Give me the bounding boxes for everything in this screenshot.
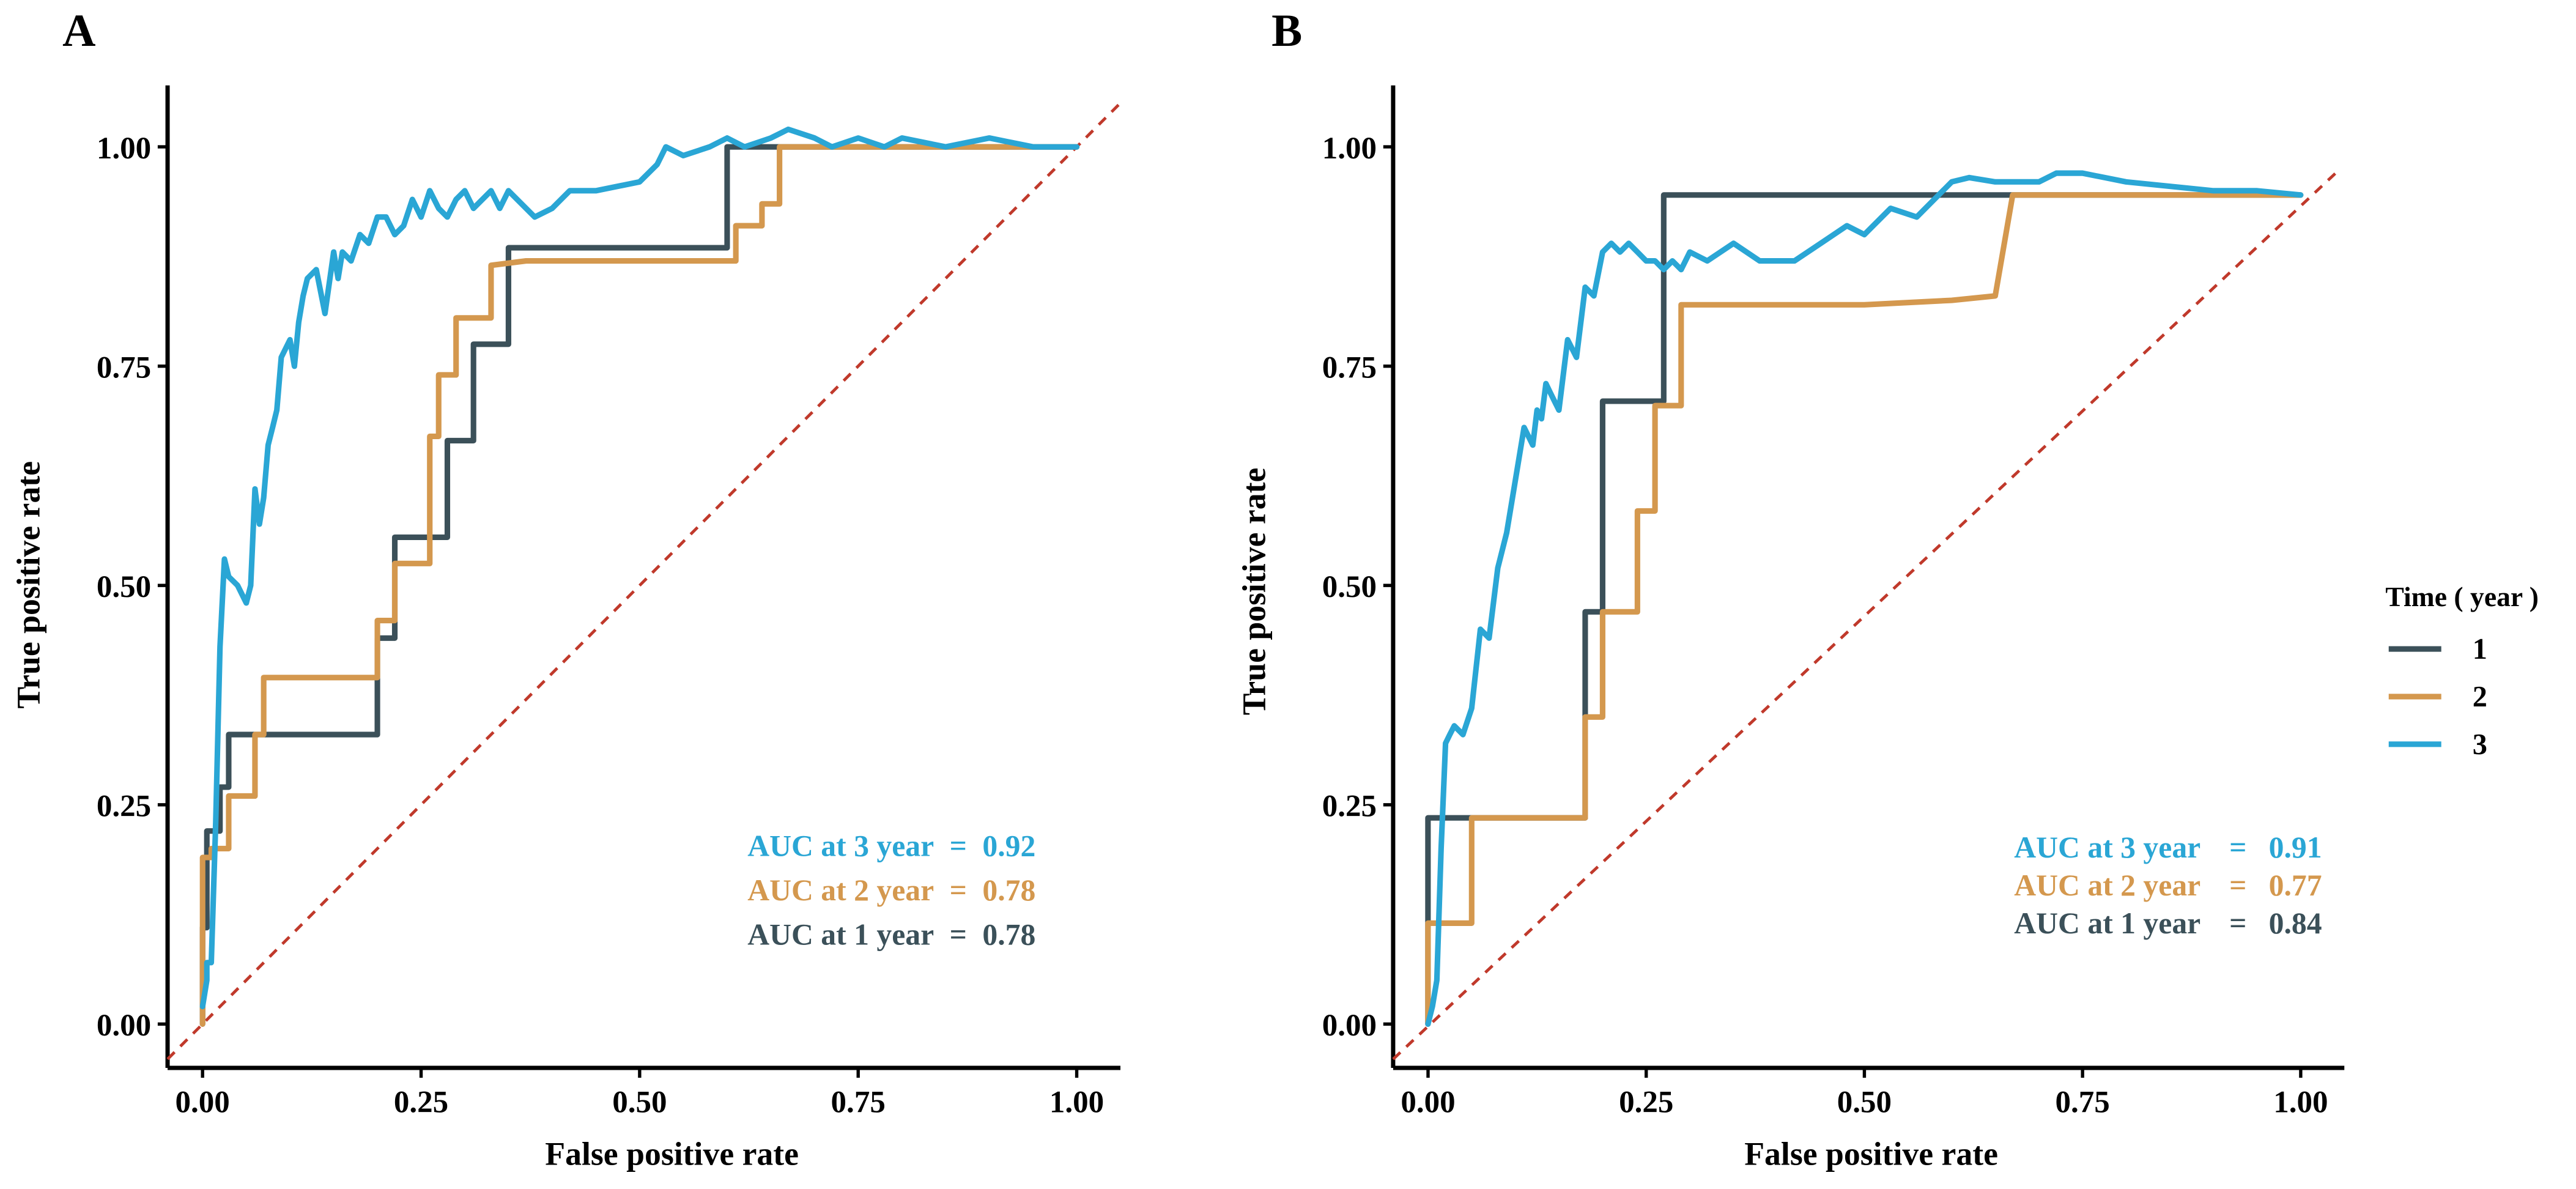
panel-a-roc-curve-year1 <box>199 144 1080 1027</box>
panel-a-y-tick-label: 0.00 <box>97 1009 151 1043</box>
legend-item-1: 1 <box>2388 633 2487 665</box>
panel-b-x-tick-label: 0.50 <box>1837 1086 1892 1120</box>
panel-a-auc-year2-eq: = <box>950 873 967 907</box>
panel-b-auc-year1-prefix: AUC at 1 year <box>2014 906 2200 940</box>
panel-b-y-tick-label: 0.75 <box>1322 350 1377 385</box>
panel-a-roc-curve-year3 <box>199 126 1080 1010</box>
panel-a-auc-year3-eq: = <box>950 829 967 863</box>
panel-b-auc-year2-value: 0.77 <box>2269 869 2322 902</box>
legend-item-3: 3 <box>2388 728 2487 761</box>
panel-b-letter: B <box>1271 6 1302 56</box>
panel-b-auc-year2-prefix: AUC at 2 year <box>2014 869 2200 902</box>
panel-a-auc-year1-value: 0.78 <box>982 918 1035 952</box>
panel-a: A 0.00 0.25 0.50 0.75 1.00 0.00 0.25 0.50 0.75 1.… <box>10 6 1122 1172</box>
panel-a-y-tick-label: 0.50 <box>97 570 151 604</box>
legend-title: Time ( year ) <box>2385 581 2539 612</box>
panel-b-x-tick-label: 0.25 <box>1619 1086 1673 1120</box>
panel-a-reference-diagonal <box>166 102 1122 1061</box>
panel-a-letter: A <box>62 6 95 56</box>
panel-a-x-tick-label: 0.50 <box>612 1086 667 1120</box>
panel-a-x-tick-label: 1.00 <box>1049 1086 1104 1120</box>
panel-b-auc-year1: AUC at 1 year = 0.84 <box>2014 906 2322 940</box>
panel-a-auc-year1-prefix: AUC at 1 year <box>747 918 934 952</box>
panel-b-plot: 0.00 0.25 0.50 0.75 1.00 0.00 0.25 0.50 0.75 1.00 <box>1322 85 2345 1120</box>
panel-a-y-axis-label: True positive rate <box>10 461 46 709</box>
panel-a-auc-year2-value: 0.78 <box>982 873 1035 907</box>
legend-label-2: 2 <box>2473 681 2487 713</box>
panel-b-x-tick-label: 1.00 <box>2273 1086 2328 1120</box>
panel-a-roc-curve-year2 <box>199 144 1080 1027</box>
panel-a-x-tick-label: 0.75 <box>831 1086 886 1120</box>
panel-b-auc-year1-eq: = <box>2229 906 2246 940</box>
panel-a-y-tick-label: 0.25 <box>97 790 151 824</box>
panel-b-auc-year3-prefix: AUC at 3 year <box>2014 831 2200 864</box>
legend-label-1: 1 <box>2473 633 2487 665</box>
panel-b-auc-year3-value: 0.91 <box>2269 831 2322 864</box>
panel-b-roc-curve-year1 <box>1425 192 2304 1027</box>
panel-a-plot: 0.00 0.25 0.50 0.75 1.00 0.00 0.25 0.50 0.75 1.00 <box>97 85 1122 1120</box>
panel-b-y-tick-label: 1.00 <box>1322 131 1377 166</box>
panel-a-auc-annotations: AUC at 3 year = 0.92 AUC at 2 year = 0.7… <box>747 829 1035 952</box>
panel-b-roc-curve-year2 <box>1425 192 2304 1027</box>
panel-a-x-tick-label: 0.25 <box>394 1086 448 1120</box>
panel-b-auc-year3: AUC at 3 year = 0.91 <box>2014 831 2322 864</box>
panel-b-x-axis-label: False positive rate <box>1744 1136 1998 1172</box>
panel-a-y-tick-label: 0.75 <box>97 350 151 385</box>
panel-b-auc-year3-eq: = <box>2229 831 2246 864</box>
panel-a-auc-year2-prefix: AUC at 2 year <box>747 873 934 907</box>
legend-item-2: 2 <box>2388 681 2487 713</box>
panel-a-y-tick-label: 1.00 <box>97 131 151 166</box>
panel-b-y-tick-label: 0.00 <box>1322 1009 1377 1043</box>
panel-b-auc-year2: AUC at 2 year = 0.77 <box>2014 869 2322 902</box>
panel-a-auc-year3-value: 0.92 <box>982 829 1035 863</box>
panel-b-y-axis-label: True positive rate <box>1235 468 1272 716</box>
panel-b: B 0.00 0.25 0.50 0.75 1.00 0.00 0.25 0.50 0.75 1.… <box>1235 6 2345 1172</box>
panel-a-x-tick-label: 0.00 <box>176 1086 230 1120</box>
panel-b-x-tick-label: 0.00 <box>1401 1086 1455 1120</box>
panel-a-auc-year2: AUC at 2 year = 0.78 <box>747 873 1035 907</box>
panel-a-auc-year3: AUC at 3 year = 0.92 <box>747 829 1035 863</box>
panel-a-auc-year1: AUC at 1 year = 0.78 <box>747 918 1035 952</box>
panel-b-y-tick-label: 0.25 <box>1322 790 1377 824</box>
legend: Time ( year ) 1 2 3 <box>2385 581 2539 761</box>
panel-b-y-tick-label: 0.50 <box>1322 570 1377 604</box>
panel-b-roc-curve-year3 <box>1425 170 2304 1027</box>
panel-b-auc-year2-eq: = <box>2229 869 2246 902</box>
legend-label-3: 3 <box>2473 728 2487 761</box>
panel-b-auc-annotations: AUC at 3 year = 0.91 AUC at 2 year = 0.7… <box>2014 831 2322 940</box>
panel-a-auc-year3-prefix: AUC at 3 year <box>747 829 934 863</box>
panel-a-x-axis-label: False positive rate <box>545 1136 799 1172</box>
panel-b-x-tick-label: 0.75 <box>2056 1086 2110 1120</box>
panel-b-auc-year1-value: 0.84 <box>2269 906 2322 940</box>
panel-a-auc-year1-eq: = <box>950 918 967 952</box>
